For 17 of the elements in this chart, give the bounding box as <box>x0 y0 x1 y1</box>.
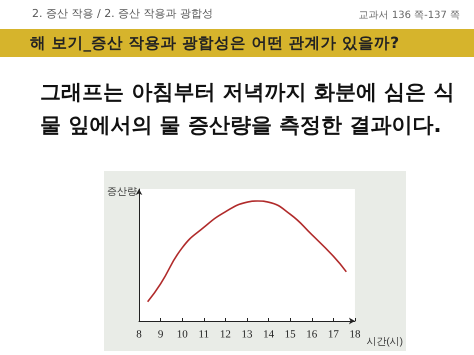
x-tick-label: 12 <box>220 328 231 340</box>
text: 교과서 136 쪽-137 쪽 <box>358 9 460 22</box>
chart-title: 해 보기_증산 작용과 광합성은 어떤 관계가 있을까? <box>0 29 474 57</box>
x-tick-label: 9 <box>158 328 164 340</box>
x-tick-label: 16 <box>306 328 318 340</box>
chart-subtitle: 그래프는 아침부터 저녁까지 화분에 심은 식물 잎에서의 물 증산량을 측정한 결과이다. <box>40 79 456 139</box>
x-axis-title: 시간(시) <box>366 336 403 348</box>
x-tick-label: 17 <box>328 328 340 340</box>
x-tick-label: 8 <box>136 328 142 340</box>
x-tick-label: 14 <box>263 328 275 340</box>
x-tick-label: 18 <box>349 328 361 340</box>
y-axis-title: 증산량 <box>107 186 137 198</box>
x-tick-label: 10 <box>176 328 188 340</box>
x-tick-label: 13 <box>241 328 253 340</box>
text: 2. 증산 작용 / 2. 증산 작용과 광합성 <box>32 6 214 21</box>
x-tick-label: 15 <box>284 328 296 340</box>
x-tick-label: 11 <box>198 328 210 340</box>
